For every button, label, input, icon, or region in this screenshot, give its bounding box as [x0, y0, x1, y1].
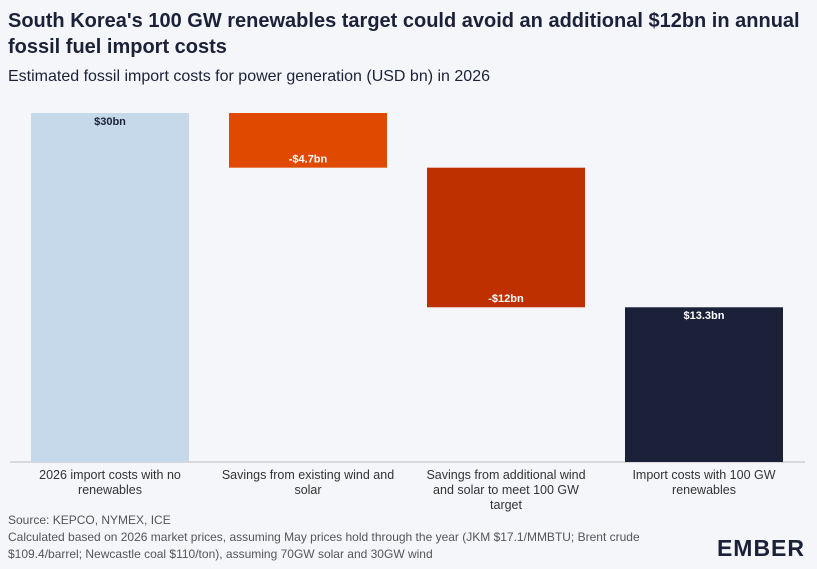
- x-tick-label: 2026 import costs with no renewables: [39, 468, 181, 497]
- chart-subtitle: Estimated fossil import costs for power …: [8, 68, 490, 85]
- logo: EMBER: [716, 535, 805, 561]
- source: Source: KEPCO, NYMEX, ICE: [8, 513, 171, 527]
- note: Calculated based on 2026 market prices, …: [8, 530, 640, 561]
- bar: [625, 307, 783, 462]
- value-label: $30bn: [94, 116, 126, 128]
- chart-title: South Korea's 100 GW renewables target c…: [8, 10, 800, 58]
- value-label: -$4.7bn: [289, 154, 328, 166]
- x-tick-label: Import costs with 100 GW renewables: [632, 468, 776, 497]
- bar: [229, 113, 387, 168]
- value-label: -$12bn: [488, 293, 524, 305]
- x-tick-label: Savings from existing wind and solar: [221, 468, 395, 497]
- bar: [31, 113, 189, 462]
- value-label: $13.3bn: [684, 310, 725, 322]
- bar: [427, 167, 585, 308]
- x-tick-label: Savings from additional wind and solar t…: [426, 468, 586, 512]
